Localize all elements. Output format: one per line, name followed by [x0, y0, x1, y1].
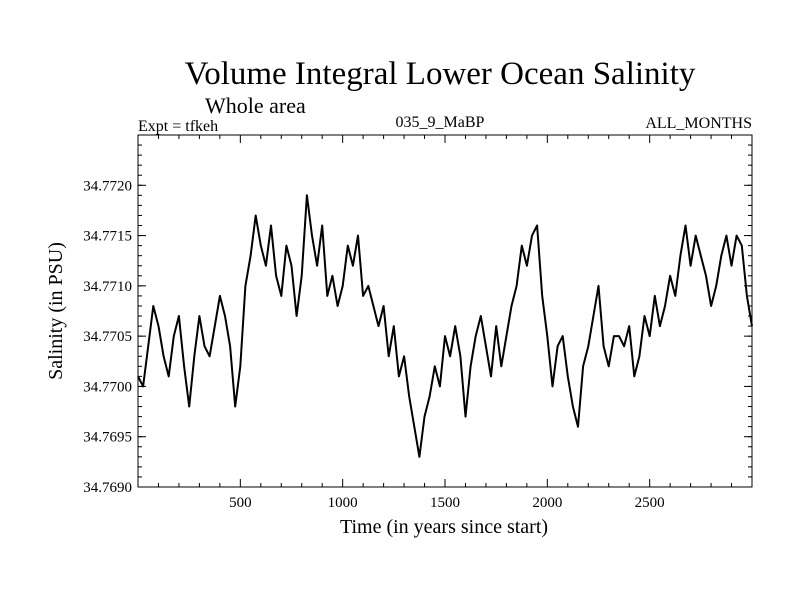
x-tick-label: 2000: [532, 495, 562, 511]
y-axis-label: Salinity (in PSU): [45, 242, 67, 380]
y-tick-label: 34.7690: [83, 480, 132, 496]
salinity-series-line: [137, 194, 753, 458]
x-tick-label: 500: [229, 495, 252, 511]
chart-title: Volume Integral Lower Ocean Salinity: [185, 56, 696, 92]
y-axis-ticks: 34.7690 34.7695 34.7700 34.7705 34.7710 34.77…: [83, 144, 752, 496]
x-axis-label: Time (in years since start): [340, 516, 548, 538]
x-tick-label: 1000: [328, 495, 358, 511]
y-tick-label: 34.7695: [83, 430, 132, 446]
plot-area: 500 1000 1500 2000 2500 34.7690 34.7695 34.770…: [83, 134, 753, 511]
x-axis-ticks: 500 1000 1500 2000 2500: [157, 135, 733, 511]
chart-subtitle: Whole area: [205, 93, 306, 118]
x-tick-label: 2500: [635, 495, 665, 511]
y-tick-label: 34.7700: [83, 379, 132, 395]
y-tick-label: 34.7710: [83, 279, 132, 295]
y-tick-label: 34.7720: [83, 178, 132, 194]
months-label: ALL_MONTHS: [645, 115, 752, 132]
dataset-label: 035_9_MaBP: [396, 114, 485, 131]
x-tick-label: 1500: [430, 495, 460, 511]
y-tick-label: 34.7705: [83, 329, 132, 345]
plot-frame: [137, 134, 753, 488]
experiment-label: Expt = tfkeh: [138, 118, 218, 135]
y-tick-label: 34.7715: [83, 229, 132, 245]
